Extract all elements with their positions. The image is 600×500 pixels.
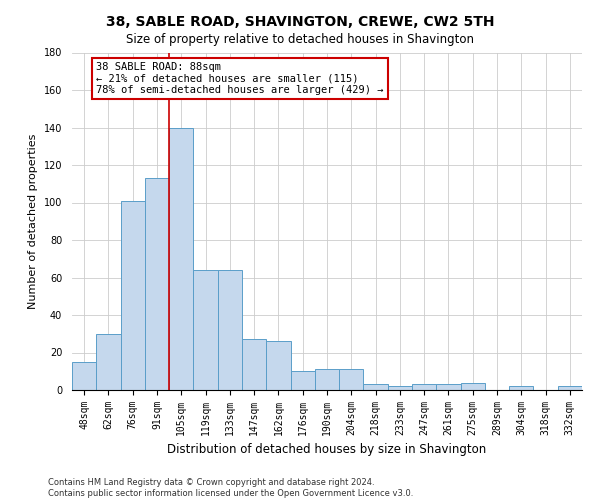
Text: 38, SABLE ROAD, SHAVINGTON, CREWE, CW2 5TH: 38, SABLE ROAD, SHAVINGTON, CREWE, CW2 5…: [106, 15, 494, 29]
Bar: [290, 371, 315, 390]
Bar: [388, 386, 412, 390]
Bar: [242, 340, 266, 390]
Bar: [145, 178, 169, 390]
Bar: [266, 341, 290, 390]
Bar: [364, 384, 388, 390]
Text: 38 SABLE ROAD: 88sqm
← 21% of detached houses are smaller (115)
78% of semi-deta: 38 SABLE ROAD: 88sqm ← 21% of detached h…: [96, 62, 384, 95]
X-axis label: Distribution of detached houses by size in Shavington: Distribution of detached houses by size …: [167, 444, 487, 456]
Bar: [461, 382, 485, 390]
Bar: [436, 384, 461, 390]
Bar: [339, 370, 364, 390]
Text: Contains HM Land Registry data © Crown copyright and database right 2024.
Contai: Contains HM Land Registry data © Crown c…: [48, 478, 413, 498]
Bar: [193, 270, 218, 390]
Bar: [72, 362, 96, 390]
Y-axis label: Number of detached properties: Number of detached properties: [28, 134, 38, 309]
Bar: [169, 128, 193, 390]
Bar: [96, 334, 121, 390]
Bar: [558, 386, 582, 390]
Bar: [509, 386, 533, 390]
Bar: [218, 270, 242, 390]
Bar: [412, 384, 436, 390]
Text: Size of property relative to detached houses in Shavington: Size of property relative to detached ho…: [126, 32, 474, 46]
Bar: [315, 370, 339, 390]
Bar: [121, 200, 145, 390]
